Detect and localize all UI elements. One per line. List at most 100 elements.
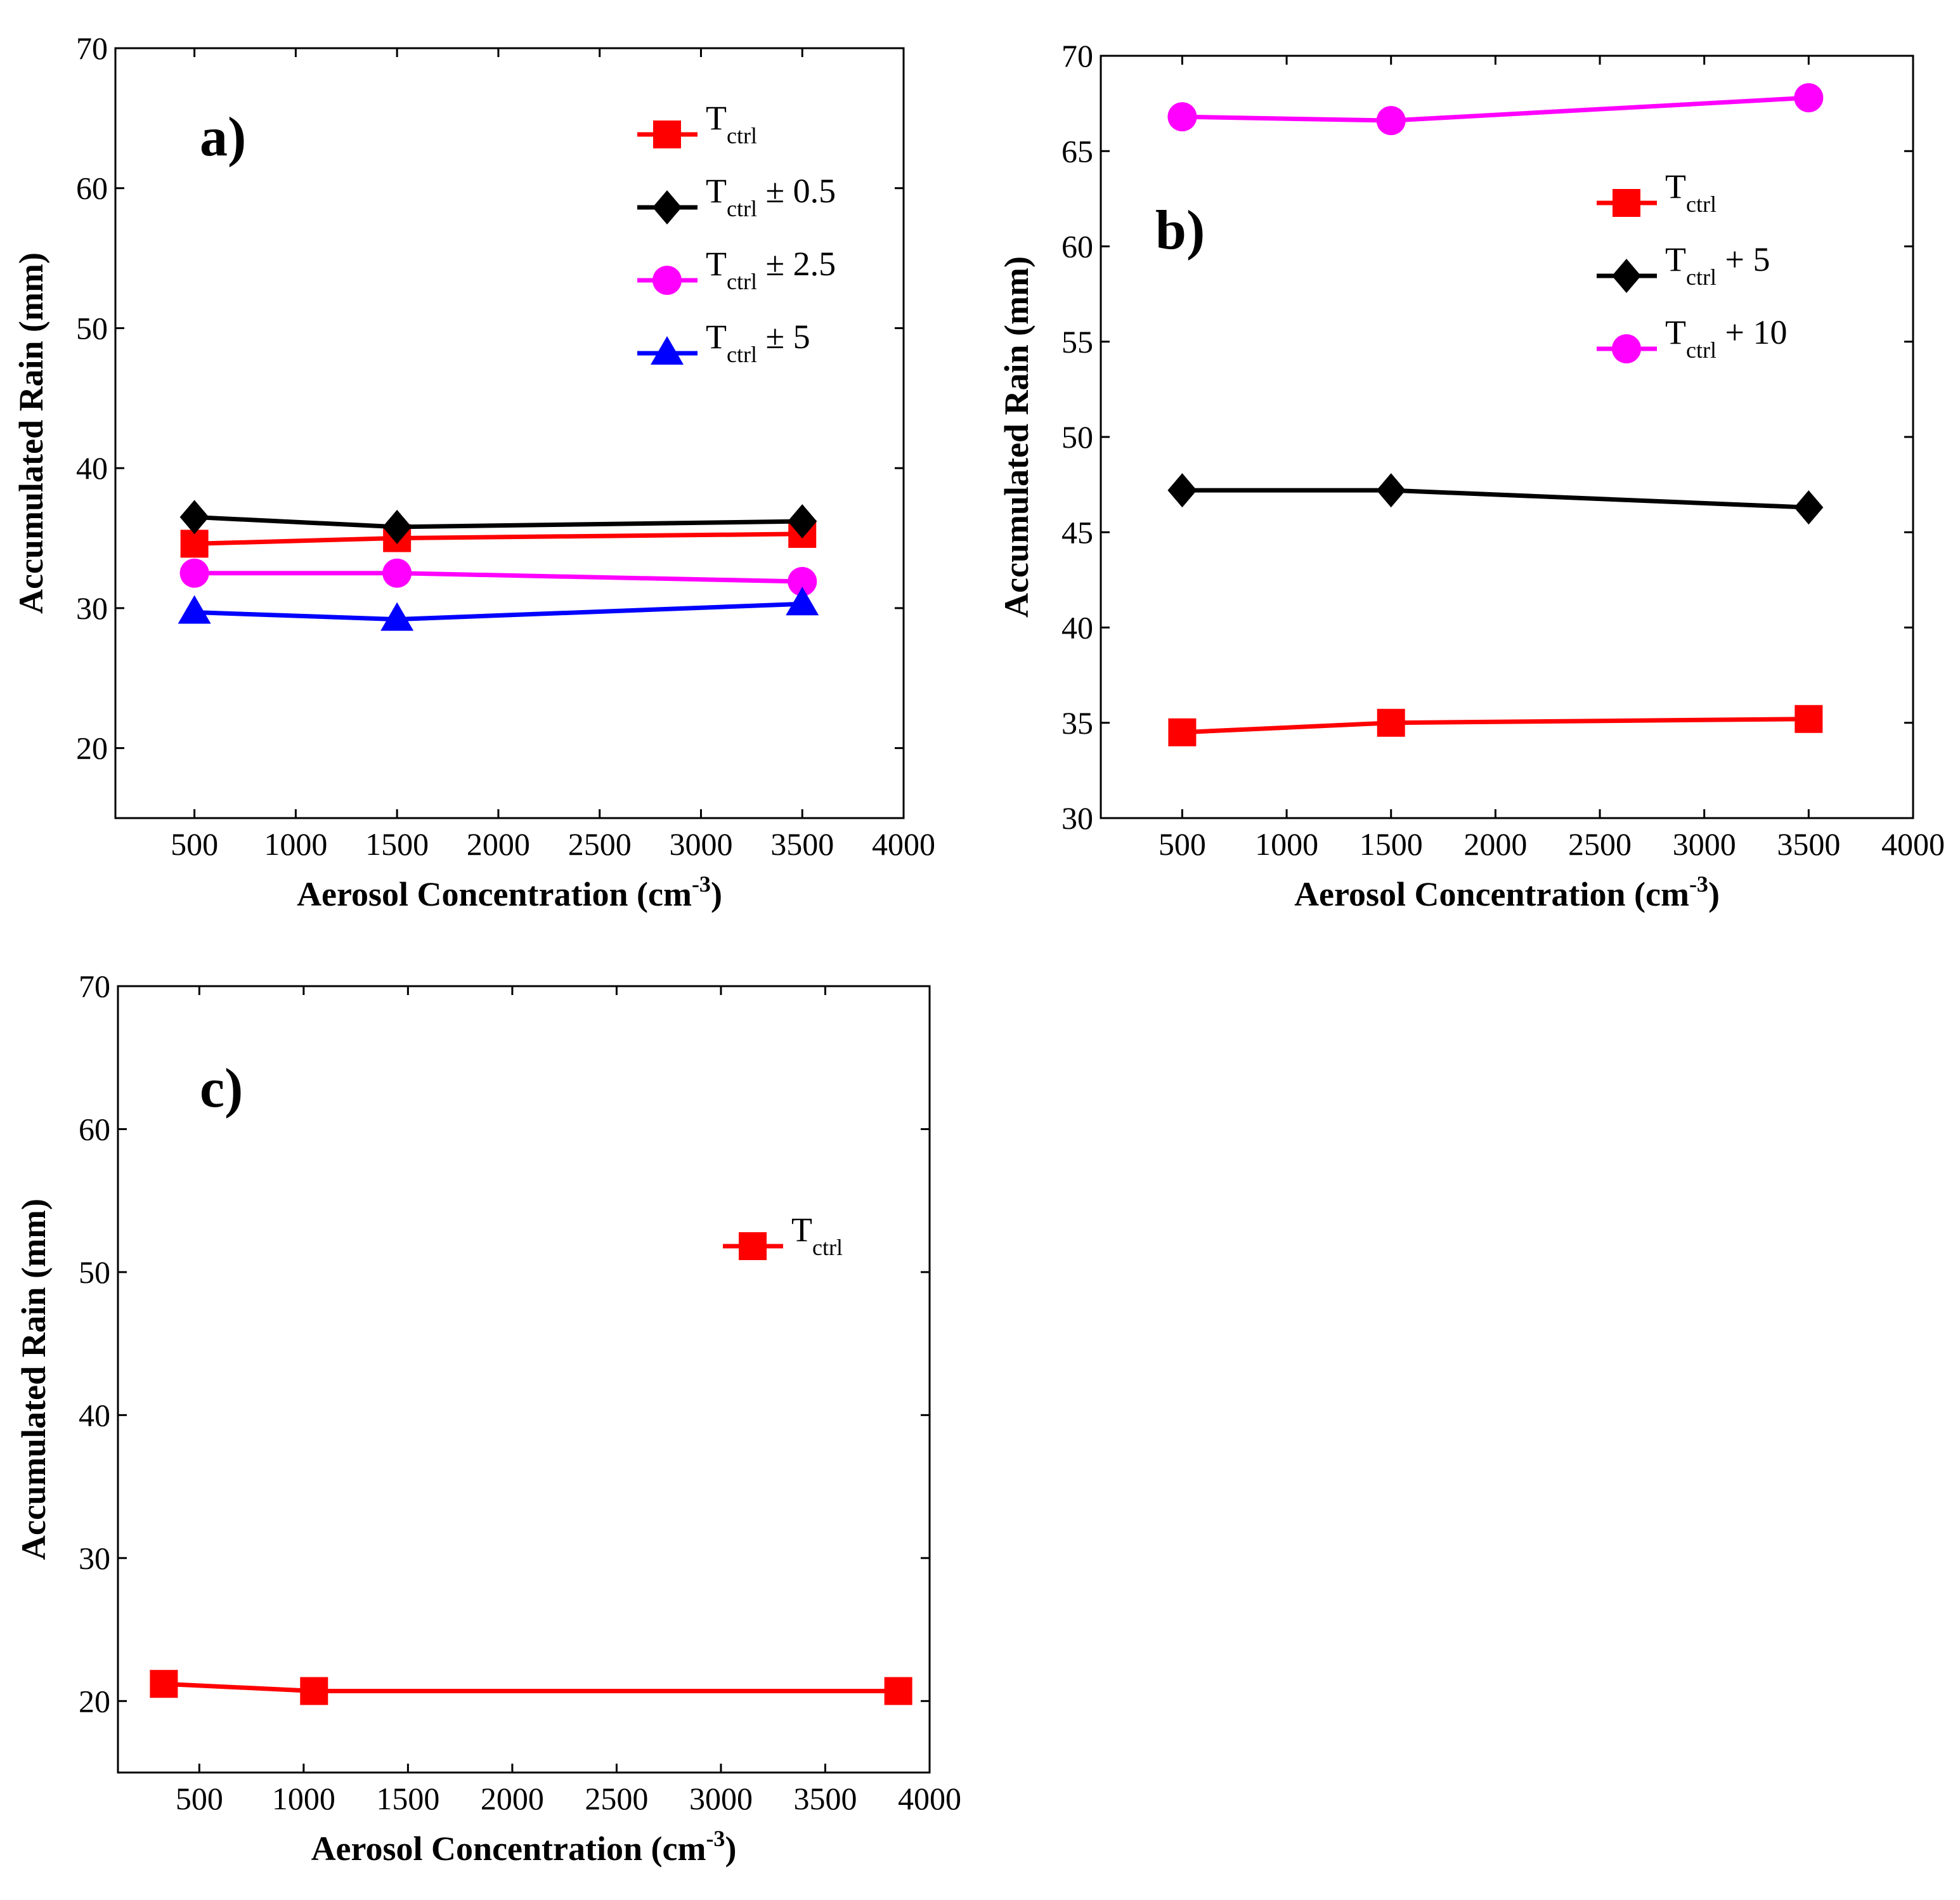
legend-label-subscript: ctrl [727, 123, 757, 148]
x-axis-label-main: Aerosol Concentration (cm [297, 875, 692, 913]
legend-label-main: T [706, 318, 727, 356]
x-axis-label: Aerosol Concentration (cm-3) [297, 871, 722, 913]
data-point [1794, 490, 1824, 525]
y-tick-label: 20 [79, 1683, 110, 1719]
x-tick-label: 500 [1158, 826, 1206, 862]
x-tick-label: 2500 [568, 826, 632, 862]
x-axis-label-superscript: -3 [1689, 871, 1708, 897]
data-point [1795, 705, 1823, 733]
legend-label: Tctrl [791, 1211, 843, 1260]
x-tick-label: 2000 [1464, 826, 1527, 862]
chart-panel-c: 500 1000 1500 2000 2500 3000 3500 4000 20 30 40 50 6… [15, 968, 961, 1868]
legend-entry: Tctrl [723, 1211, 843, 1260]
x-tick-label: 3500 [793, 1781, 857, 1816]
legend-entry: Tctrl + 5 [1597, 240, 1770, 293]
legend-label-subscript: ctrl [1686, 337, 1717, 363]
x-axis-label: Aerosol Concentration (cm-3) [1294, 871, 1720, 913]
legend-label-main: T [1665, 167, 1686, 205]
x-axis-label-main: Aerosol Concentration (cm [1294, 875, 1689, 913]
x-tick-label: 2000 [481, 1781, 544, 1816]
legend-label: Tctrl + 10 [1665, 313, 1787, 363]
y-tick-label: 40 [79, 1397, 110, 1433]
y-tick-label: 20 [76, 731, 108, 766]
x-tick-label: 2500 [585, 1781, 648, 1816]
x-tick-label: 1000 [264, 826, 327, 862]
y-tick-label: 50 [79, 1254, 110, 1290]
panel-label: b) [1155, 200, 1205, 261]
legend-label: Tctrl ± 5 [706, 318, 810, 367]
legend-label: Tctrl [706, 99, 757, 148]
legend-label-subscript: ctrl [1686, 192, 1717, 217]
legend-label-subscript: ctrl [727, 269, 757, 294]
y-tick-label: 40 [1061, 610, 1093, 646]
legend-label-suffix: ± 2.5 [757, 245, 836, 283]
legend-label-main: T [1665, 240, 1686, 278]
legend-marker [1612, 259, 1641, 293]
legend-label-suffix: + 10 [1717, 313, 1787, 351]
x-tick-label: 3500 [770, 826, 834, 862]
y-axis-label: Accumulated Rain (mm) [12, 252, 50, 614]
legend-marker [1612, 334, 1641, 363]
legend-label: Tctrl ± 2.5 [706, 245, 836, 294]
x-tick-label: 4000 [898, 1781, 961, 1816]
data-point [1376, 473, 1406, 508]
legend-label-suffix: ± 5 [757, 318, 810, 356]
data-point [1168, 718, 1197, 746]
plot-area-frame [117, 985, 931, 1774]
legend-label-main: T [791, 1211, 812, 1249]
series-0 [150, 1670, 912, 1705]
data-point [1376, 106, 1406, 136]
y-tick-label: 30 [76, 590, 108, 626]
legend-marker [652, 190, 682, 224]
x-axis-label-close: ) [725, 1830, 736, 1868]
legend-label: Tctrl + 5 [1665, 240, 1770, 290]
legend-marker [739, 1232, 767, 1260]
x-tick-label: 500 [176, 1781, 223, 1816]
y-tick-label: 70 [1061, 38, 1093, 74]
plot-area-frame [114, 47, 905, 819]
data-point [380, 602, 414, 631]
legend-label-subscript: ctrl [727, 196, 757, 221]
panel-label: c) [200, 1058, 243, 1119]
data-point [382, 558, 412, 588]
legend-label-main: T [706, 172, 727, 210]
x-axis-label-close: ) [711, 875, 722, 913]
data-point [1794, 83, 1824, 113]
y-tick-label: 70 [79, 968, 110, 1004]
series-1 [1167, 473, 1824, 525]
legend-entry: Tctrl ± 5 [637, 318, 810, 367]
legend-entry: Tctrl [1597, 167, 1717, 217]
chart-panel-a: 500 1000 1500 2000 2500 3000 3500 4000 20 30 40 50 6… [12, 30, 935, 913]
chart-panel-b: 500 1000 1500 2000 2500 3000 3500 4000 30 35 40 45 5… [997, 38, 1945, 913]
x-tick-label: 4000 [872, 826, 935, 862]
y-tick-label: 35 [1061, 705, 1093, 741]
x-tick-label: 1000 [272, 1781, 335, 1816]
x-axis-label-close: ) [1708, 875, 1720, 913]
data-point [884, 1677, 912, 1705]
x-tick-label: 3500 [1777, 826, 1840, 862]
x-tick-label: 1500 [365, 826, 429, 862]
legend-entry: Tctrl ± 0.5 [637, 172, 836, 224]
legend-label-subscript: ctrl [812, 1235, 843, 1260]
y-tick-label: 55 [1061, 324, 1093, 360]
legend-label-suffix: + 5 [1717, 240, 1770, 278]
y-tick-label: 50 [1061, 419, 1093, 455]
legend-label-main: T [706, 99, 727, 137]
x-tick-label: 500 [171, 826, 218, 862]
data-point [1167, 473, 1197, 508]
x-tick-label: 1500 [1360, 826, 1423, 862]
y-tick-label: 65 [1061, 133, 1093, 169]
data-point [788, 504, 817, 539]
x-tick-label: 1000 [1255, 826, 1318, 862]
y-tick-label: 30 [1061, 800, 1093, 836]
y-tick-label: 40 [76, 450, 108, 486]
y-tick-label: 45 [1061, 514, 1093, 550]
legend-entry: Tctrl ± 2.5 [637, 245, 836, 295]
series-2 [1167, 83, 1824, 136]
legend-label: Tctrl ± 0.5 [706, 172, 836, 221]
data-point [180, 530, 209, 558]
data-point [300, 1677, 328, 1705]
x-tick-label: 2000 [467, 826, 530, 862]
data-point [786, 587, 819, 616]
